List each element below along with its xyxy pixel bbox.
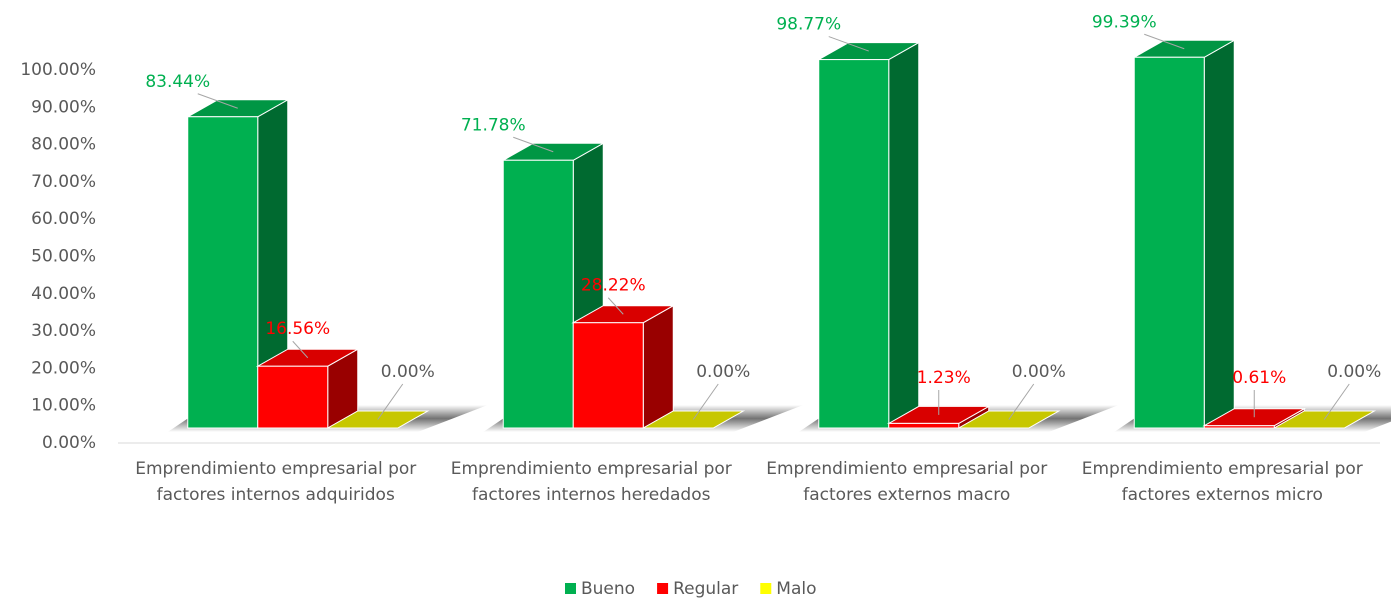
bar-front xyxy=(818,59,890,429)
bar xyxy=(1132,39,1237,429)
y-tick-label: 60.00% xyxy=(31,209,96,229)
data-label: 0.61% xyxy=(1232,368,1286,388)
bar-front xyxy=(257,365,329,429)
y-tick-label: 20.00% xyxy=(31,358,96,378)
bar-front xyxy=(1203,425,1275,429)
x-tick-label: Emprendimiento empresarial por factores … xyxy=(1081,459,1363,505)
data-label: 83.44% xyxy=(145,72,210,92)
bar-front xyxy=(888,422,960,429)
bar xyxy=(185,98,290,429)
legend-swatch xyxy=(657,583,669,594)
bar xyxy=(501,142,606,429)
data-label: 28.22% xyxy=(581,276,646,296)
leader-line xyxy=(197,93,238,109)
bar-front xyxy=(1133,56,1205,429)
legend-label: Malo xyxy=(776,579,816,599)
y-tick-label: 30.00% xyxy=(31,321,96,341)
data-label: 98.77% xyxy=(776,15,841,35)
bar-side xyxy=(888,41,920,429)
bar xyxy=(571,304,676,429)
leader-line xyxy=(1323,383,1350,420)
data-label: 71.78% xyxy=(461,115,526,135)
data-label: 0.00% xyxy=(381,362,435,382)
legend-label: Bueno xyxy=(581,579,635,599)
bar xyxy=(816,41,921,429)
y-tick-label: 10.00% xyxy=(31,396,96,416)
y-tick-label: 90.00% xyxy=(31,97,96,117)
bar-side xyxy=(642,304,674,429)
leader-line xyxy=(607,297,624,315)
x-tick-label: Emprendimiento empresarial por factores … xyxy=(766,459,1048,505)
y-tick-label: 40.00% xyxy=(31,284,96,304)
leader-line xyxy=(1144,33,1185,50)
bar-front xyxy=(572,322,644,429)
data-label: 0.00% xyxy=(696,362,750,382)
data-label: 99.39% xyxy=(1092,12,1157,32)
leader-line xyxy=(1008,383,1035,420)
leader-line xyxy=(377,383,404,420)
leader-line xyxy=(828,36,869,52)
y-tick-label: 0.00% xyxy=(42,433,96,453)
x-tick-label: Emprendimiento empresarial por factores … xyxy=(450,459,732,505)
bar-front xyxy=(187,116,259,429)
bar-front xyxy=(502,159,574,429)
legend-swatch xyxy=(760,583,772,594)
leader-line xyxy=(513,136,554,153)
y-tick-label: 70.00% xyxy=(31,172,96,192)
data-label: 0.00% xyxy=(1012,362,1066,382)
data-label: 16.56% xyxy=(265,319,330,339)
data-label: 1.23% xyxy=(917,368,971,388)
bar xyxy=(255,348,360,429)
y-tick-label: 80.00% xyxy=(31,135,96,155)
leader-line xyxy=(292,340,309,359)
legend-label: Regular xyxy=(673,579,738,599)
y-tick-label: 100.00% xyxy=(20,60,96,80)
leader-line xyxy=(692,383,719,420)
x-tick-label: Emprendimiento empresarial por factores … xyxy=(135,459,417,505)
bar-side xyxy=(1203,39,1235,429)
y-tick-label: 50.00% xyxy=(31,247,96,267)
data-label: 0.00% xyxy=(1327,362,1381,382)
legend-swatch xyxy=(565,583,576,594)
